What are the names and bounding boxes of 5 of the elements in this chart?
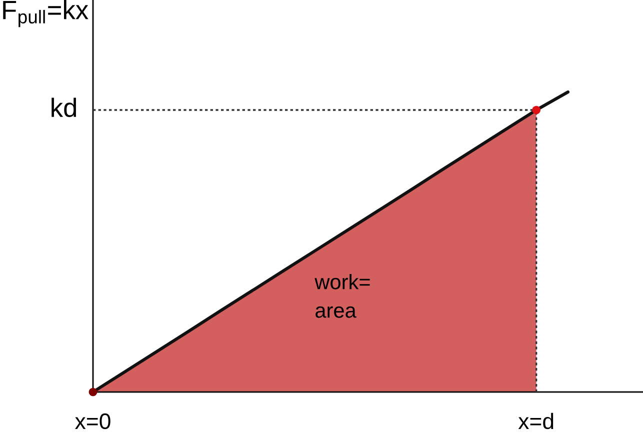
series-label: kd (52, 98, 76, 118)
x-tick-label: x=d (518, 412, 554, 430)
annotation: work= area (314, 274, 370, 318)
x-tick-label: x=0 (75, 413, 110, 430)
y-axis-title: F$_{pull}$=kx (3, 0, 88, 28)
